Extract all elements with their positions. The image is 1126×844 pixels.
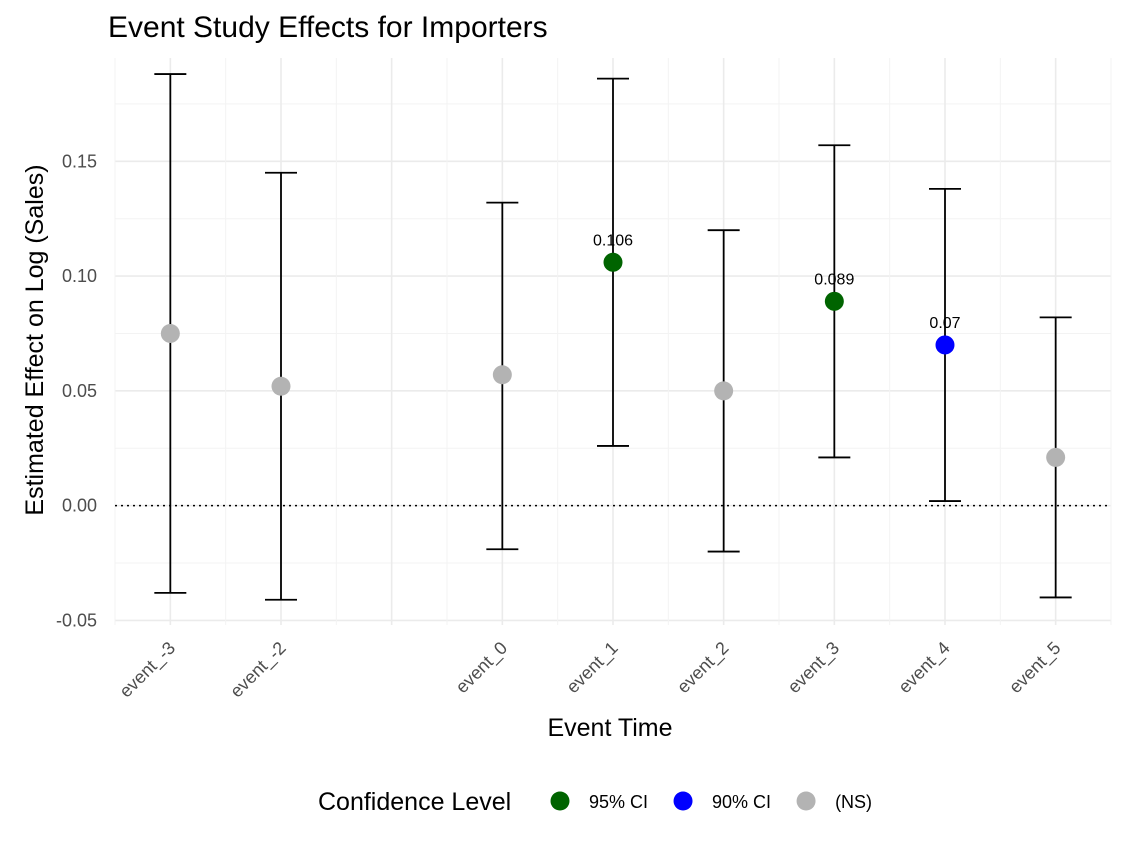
point-estimate [603, 252, 623, 272]
point-estimate [1046, 447, 1066, 467]
y-tick-label: 0.05 [62, 381, 97, 401]
legend-entry: 90% CI [673, 791, 771, 812]
value-label: 0.089 [814, 271, 854, 288]
legend-entry: 95% CI [550, 791, 648, 812]
y-axis-title: Estimated Effect on Log (Sales) [21, 164, 49, 515]
legend-entry: (NS) [796, 791, 872, 812]
legend-swatch [673, 791, 693, 811]
point-estimate [935, 335, 955, 355]
legend-label: 90% CI [712, 792, 771, 812]
y-axis-ticks: -0.05 0.00 0.05 0.10 0.15 [56, 151, 97, 630]
x-axis-ticks: event_-3 event_-2 event_0 event_1 event_2 eve… [115, 638, 1065, 702]
value-label: 0.106 [593, 232, 633, 249]
x-tick-label: event_2 [673, 638, 733, 698]
chart-title: Event Study Effects for Importers [108, 11, 548, 44]
point-estimate [492, 365, 512, 385]
y-tick-label: 0.10 [62, 266, 97, 286]
point-estimate [271, 376, 291, 396]
legend-title: Confidence Level [318, 788, 511, 816]
legend-swatch [550, 791, 570, 811]
x-tick-label: event_3 [784, 638, 844, 698]
x-tick-label: event_4 [894, 638, 954, 698]
x-tick-label: event_-3 [115, 638, 179, 702]
x-tick-label: event_5 [1005, 638, 1065, 698]
legend-swatch [796, 791, 816, 811]
y-tick-label: 0.00 [62, 496, 97, 516]
point-estimates [160, 252, 1066, 467]
x-tick-label: event_-2 [226, 638, 290, 702]
legend-label: 95% CI [589, 792, 648, 812]
y-tick-label: 0.15 [62, 151, 97, 171]
legend-label: (NS) [835, 792, 872, 812]
legend-entries: 95% CI 90% CI (NS) [550, 791, 872, 812]
x-tick-label: event_0 [452, 638, 512, 698]
point-estimate [824, 291, 844, 311]
x-tick-label: event_1 [562, 638, 622, 698]
x-axis-title: Event Time [547, 714, 672, 742]
point-estimate [714, 381, 734, 401]
y-tick-label: -0.05 [56, 610, 97, 630]
point-estimate [160, 323, 180, 343]
value-label: 0.07 [929, 315, 960, 332]
legend: Confidence Level 95% CI 90% CI (NS) [318, 788, 872, 816]
value-labels: 0.106 0.089 0.07 [593, 232, 961, 332]
